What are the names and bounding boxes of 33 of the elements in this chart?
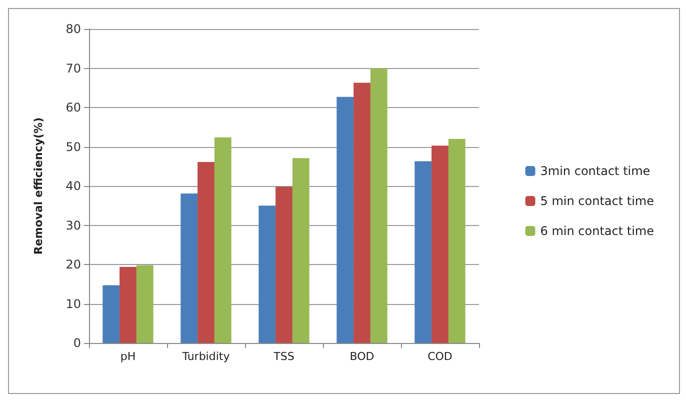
bar	[292, 158, 310, 343]
bar	[180, 193, 198, 343]
y-tick-label: 10	[66, 296, 81, 311]
y-tick-label: 20	[66, 258, 81, 272]
bar	[448, 138, 466, 343]
bar	[336, 96, 354, 343]
y-tick-label: 30	[66, 218, 81, 232]
bar	[432, 146, 448, 343]
legend-label: 3min contact time	[540, 164, 650, 178]
legend-label: 5 min contact time	[540, 194, 654, 208]
y-tick-label: 80	[66, 22, 81, 36]
bar	[198, 162, 214, 343]
y-tick-label: 0	[73, 336, 81, 350]
bar	[414, 161, 432, 343]
x-tick-label: pH	[120, 350, 136, 363]
y-tick-label: 70	[66, 61, 81, 76]
x-tick-label: TSS	[272, 350, 294, 363]
bar	[214, 137, 232, 343]
x-tick-label: Turbidity	[181, 350, 230, 363]
bar	[136, 265, 154, 343]
y-tick-label: 60	[66, 100, 81, 114]
bar	[258, 206, 276, 343]
bar	[370, 68, 388, 343]
y-tick-label: 40	[66, 179, 81, 193]
bar	[102, 285, 120, 343]
y-tick-label: 50	[66, 140, 81, 154]
y-axis-title: Removal efficiency(%)	[32, 117, 45, 255]
x-tick-label: BOD	[350, 350, 374, 363]
bar	[120, 266, 136, 343]
bar	[276, 186, 292, 343]
legend-label: 6 min contact time	[540, 224, 654, 238]
x-tick-label: COD	[428, 350, 452, 363]
bar	[354, 82, 370, 343]
